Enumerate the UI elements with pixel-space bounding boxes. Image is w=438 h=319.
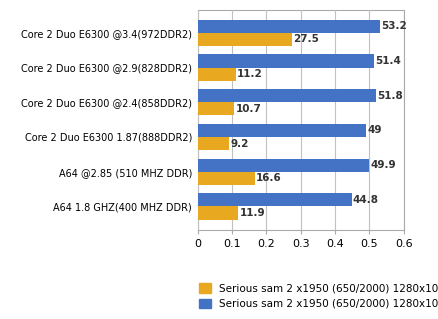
- Bar: [197, 193, 351, 206]
- Text: 49.9: 49.9: [369, 160, 395, 170]
- Bar: [197, 54, 374, 68]
- Bar: [197, 206, 238, 220]
- Text: 16.6: 16.6: [255, 173, 281, 183]
- Text: 27.5: 27.5: [293, 34, 318, 44]
- Bar: [197, 159, 368, 172]
- Legend: Serious sam 2 x1950 (650/2000) 1280x1024 HQ,Af16,aa4x HDR min, Serious sam 2 x19: Serious sam 2 x1950 (650/2000) 1280x1024…: [198, 283, 438, 309]
- Text: 49: 49: [366, 125, 381, 135]
- Bar: [197, 68, 236, 81]
- Text: 11.2: 11.2: [237, 69, 262, 79]
- Bar: [197, 33, 291, 46]
- Text: 11.9: 11.9: [239, 208, 265, 218]
- Text: 51.4: 51.4: [374, 56, 400, 66]
- Text: 44.8: 44.8: [352, 195, 378, 205]
- Text: 10.7: 10.7: [235, 104, 261, 114]
- Text: 53.2: 53.2: [381, 21, 406, 31]
- Bar: [197, 172, 254, 185]
- Text: 9.2: 9.2: [230, 138, 248, 149]
- Bar: [197, 102, 234, 115]
- Bar: [197, 19, 380, 33]
- Text: 51.8: 51.8: [376, 91, 402, 101]
- Bar: [197, 89, 375, 102]
- Bar: [197, 124, 365, 137]
- Bar: [197, 137, 229, 150]
